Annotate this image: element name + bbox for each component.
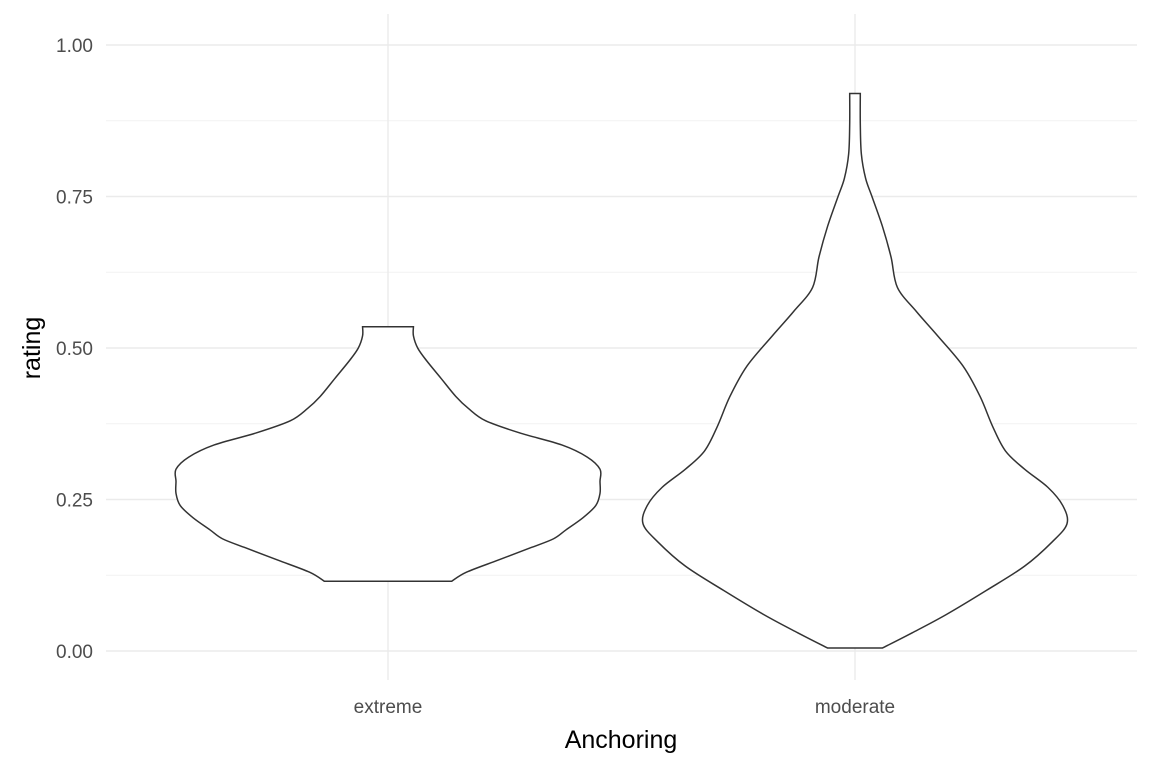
y-tick-label: 1.00 [56,36,93,57]
y-tick-label: 0.25 [56,491,93,512]
violin-moderate [641,92,1069,649]
y-axis-ticks: 0.00 0.25 0.50 0.75 1.00 [56,36,93,663]
y-tick-label: 0.50 [56,339,93,360]
y-axis-title: rating [18,317,46,380]
y-tick-label: 0.75 [56,188,93,209]
x-tick-label: extreme [354,697,423,718]
x-axis-title: Anchoring [565,726,678,754]
y-tick-label: 0.00 [56,642,93,663]
x-axis-ticks: extreme moderate [354,697,895,718]
violin-extreme [174,326,602,583]
violin-layer [174,92,1069,649]
x-tick-label: moderate [815,697,895,718]
